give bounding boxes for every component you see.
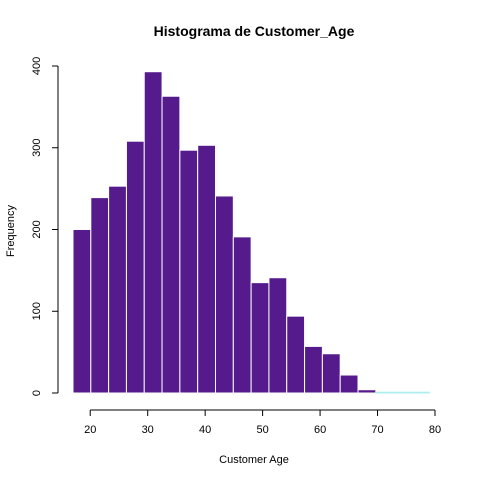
histogram-bar-14 — [304, 345, 323, 394]
histogram-bars — [72, 71, 430, 394]
y-tick-label: 200 — [31, 220, 43, 238]
histogram-bar-13 — [286, 315, 306, 394]
histogram-bar-8 — [197, 144, 217, 394]
y-axis-label: Frequency — [5, 205, 17, 257]
histogram-bar-19 — [393, 391, 412, 394]
histogram-bar-3 — [108, 185, 127, 394]
histogram-bar-11 — [250, 282, 270, 394]
chart-title: Histograma de Customer_Age — [154, 23, 355, 39]
histogram-bar-2 — [90, 197, 110, 394]
histogram-bar-1 — [72, 229, 92, 394]
x-tick-label: 30 — [142, 424, 154, 436]
histogram-bar-4 — [125, 140, 145, 394]
histogram-bar-12 — [268, 277, 288, 394]
histogram-bar-20 — [410, 391, 430, 394]
x-axis-label: Customer Age — [219, 454, 289, 466]
y-tick-label: 300 — [31, 139, 43, 157]
x-tick-label: 80 — [429, 424, 441, 436]
x-tick-label: 60 — [314, 424, 326, 436]
x-tick-label: 40 — [199, 424, 211, 436]
histogram-bar-6 — [161, 95, 181, 394]
x-tick-label: 20 — [84, 424, 96, 436]
y-tick-label: 100 — [31, 302, 43, 320]
x-tick-label: 70 — [371, 424, 383, 436]
histogram-bar-16 — [339, 374, 359, 394]
histogram-bar-9 — [215, 195, 234, 394]
histogram-bar-7 — [179, 149, 199, 394]
y-tick-label: 400 — [31, 57, 43, 75]
histogram-bar-18 — [375, 391, 395, 394]
y-axis: 0 100 200 300 400 — [31, 57, 59, 396]
histogram-bar-10 — [232, 236, 252, 394]
x-tick-label: 50 — [256, 424, 268, 436]
y-tick-label: 0 — [31, 390, 43, 396]
x-axis: 20 30 40 50 60 70 80 — [84, 409, 441, 436]
histogram-bar-5 — [143, 71, 163, 394]
histogram-bar-17 — [357, 389, 377, 394]
histogram-bar-15 — [321, 353, 341, 394]
